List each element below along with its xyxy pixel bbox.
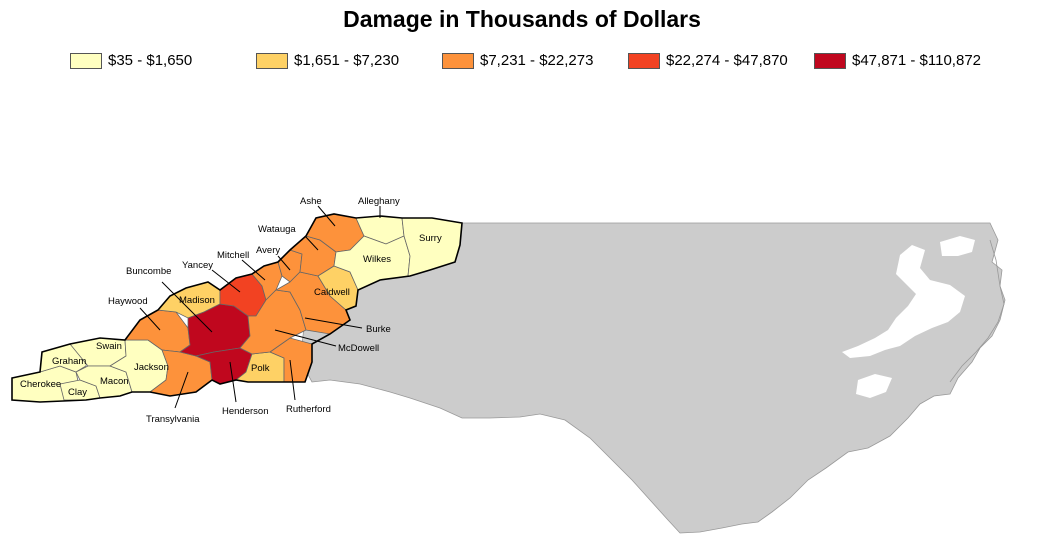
label-graham: Graham	[52, 356, 86, 367]
leader-buncombe	[161, 281, 213, 333]
legend-swatch-5	[814, 52, 846, 69]
legend-swatch-2	[256, 52, 288, 69]
leader-mcdowell	[274, 329, 337, 347]
leader-burke	[304, 317, 363, 329]
label-ashe: Ashe	[300, 196, 322, 207]
leader-lines	[139, 205, 381, 409]
legend-item-3: $7,231 - $22,273	[442, 52, 593, 69]
label-jackson: Jackson	[134, 362, 169, 373]
legend-swatch-1	[70, 52, 102, 69]
leader-mitchell	[241, 259, 266, 281]
label-polk: Polk	[251, 363, 270, 374]
label-haywood: Haywood	[108, 296, 148, 307]
label-henderson: Henderson	[222, 406, 268, 417]
pamlico-sound	[842, 245, 965, 358]
legend-label-2: $1,651 - $7,230	[294, 52, 400, 69]
legend-label-5: $47,871 - $110,872	[852, 52, 982, 69]
legend-label-1: $35 - $1,650	[108, 52, 193, 69]
label-rutherford: Rutherford	[286, 404, 331, 415]
leader-transylvania	[174, 371, 189, 409]
barrier-island	[949, 239, 1005, 383]
leader-watauga	[304, 235, 319, 251]
leader-yancey	[211, 269, 241, 293]
albemarle-sound	[940, 236, 975, 256]
legend-swatch-4	[628, 52, 660, 69]
legend-item-2: $1,651 - $7,230	[256, 52, 399, 69]
label-transylvania: Transylvania	[146, 414, 200, 425]
label-watauga: Watauga	[258, 224, 296, 235]
label-buncombe: Buncombe	[126, 266, 171, 277]
leader-avery	[277, 255, 291, 271]
label-swain: Swain	[96, 341, 122, 352]
inlet-water	[856, 374, 892, 398]
legend-item-4: $22,274 - $47,870	[628, 52, 788, 69]
region-outline	[11, 213, 463, 403]
label-alleghany: Alleghany	[358, 196, 400, 207]
counties	[11, 213, 463, 403]
label-cherokee: Cherokee	[20, 379, 61, 390]
label-clay: Clay	[68, 387, 87, 398]
legend-label-3: $7,231 - $22,273	[480, 52, 594, 69]
leader-henderson	[229, 361, 237, 403]
legend: $35 - $1,650 $1,651 - $7,230 $7,231 - $2…	[70, 52, 1030, 74]
label-mitchell: Mitchell	[217, 250, 249, 261]
label-wilkes: Wilkes	[363, 254, 391, 265]
label-avery: Avery	[256, 245, 280, 256]
label-macon: Macon	[100, 376, 129, 387]
legend-item-5: $47,871 - $110,872	[814, 52, 981, 69]
legend-swatch-3	[442, 52, 474, 69]
label-yancey: Yancey	[182, 260, 213, 271]
label-madison: Madison	[179, 295, 215, 306]
leader-ashe	[317, 205, 336, 227]
label-caldwell: Caldwell	[314, 287, 350, 298]
map-title: Damage in Thousands of Dollars	[343, 6, 701, 32]
leader-haywood	[139, 307, 161, 331]
label-surry: Surry	[419, 233, 442, 244]
label-burke: Burke	[366, 324, 391, 335]
label-mcdowell: McDowell	[338, 343, 379, 354]
legend-item-1: $35 - $1,650	[70, 52, 192, 69]
leader-rutherford	[289, 359, 296, 401]
legend-label-4: $22,274 - $47,870	[666, 52, 788, 69]
